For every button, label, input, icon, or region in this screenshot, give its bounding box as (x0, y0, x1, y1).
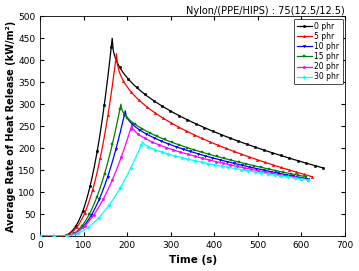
30 phr (130, 164, 134, 167)
10 phr (38, 234, 43, 238)
20 phr (175, 149, 179, 153)
10 phr (201, 154, 205, 157)
Line: 30 phr: 30 phr (39, 140, 309, 237)
15 phr (111, 139, 115, 142)
5 phr (155, 112, 159, 116)
15 phr (38, 234, 43, 238)
0 phr (110, 37, 115, 40)
15 phr (303, 175, 308, 178)
20 phr (130, 124, 134, 127)
X-axis label: Time (s): Time (s) (169, 256, 217, 265)
15 phr (198, 150, 202, 153)
15 phr (166, 139, 171, 143)
Line: 5 phr: 5 phr (39, 52, 313, 237)
10 phr (115, 144, 119, 147)
15 phr (157, 136, 161, 139)
Line: 15 phr: 15 phr (39, 103, 307, 237)
10 phr (148, 134, 152, 137)
30 phr (163, 151, 167, 155)
20 phr (166, 147, 170, 150)
Line: 0 phr: 0 phr (39, 37, 324, 237)
5 phr (107, 108, 111, 111)
0 phr (321, 166, 325, 170)
20 phr (38, 234, 43, 238)
10 phr (194, 151, 198, 155)
30 phr (38, 234, 43, 238)
Line: 20 phr: 20 phr (39, 124, 309, 237)
Text: Nylon/(PPE/HIPS) : 75(12.5/12.5): Nylon/(PPE/HIPS) : 75(12.5/12.5) (186, 6, 345, 15)
Y-axis label: Average Rate of Heat Release (kW/m²): Average Rate of Heat Release (kW/m²) (5, 21, 15, 232)
5 phr (310, 175, 314, 178)
0 phr (139, 89, 143, 93)
20 phr (198, 156, 202, 159)
5 phr (198, 136, 202, 139)
15 phr (190, 148, 195, 151)
5 phr (38, 234, 43, 238)
10 phr (306, 177, 310, 180)
5 phr (141, 102, 145, 105)
30 phr (140, 140, 145, 143)
30 phr (306, 178, 310, 181)
15 phr (144, 129, 148, 133)
5 phr (190, 132, 195, 136)
0 phr (200, 125, 204, 128)
10 phr (161, 140, 165, 143)
0 phr (38, 234, 43, 238)
5 phr (115, 52, 119, 55)
5 phr (164, 119, 169, 122)
30 phr (211, 163, 215, 166)
20 phr (205, 158, 209, 161)
20 phr (121, 152, 125, 155)
0 phr (164, 107, 168, 110)
10 phr (170, 144, 174, 147)
0 phr (192, 121, 196, 124)
30 phr (183, 157, 187, 160)
30 phr (204, 162, 209, 165)
0 phr (154, 100, 158, 104)
10 phr (123, 109, 127, 112)
20 phr (154, 142, 158, 145)
30 phr (174, 155, 179, 158)
Legend: 0 phr, 5 phr, 10 phr, 15 phr, 20 phr, 30 phr: 0 phr, 5 phr, 10 phr, 15 phr, 20 phr, 30… (294, 19, 342, 85)
15 phr (119, 103, 123, 106)
0 phr (103, 97, 107, 100)
Line: 10 phr: 10 phr (39, 109, 309, 237)
20 phr (306, 178, 310, 181)
